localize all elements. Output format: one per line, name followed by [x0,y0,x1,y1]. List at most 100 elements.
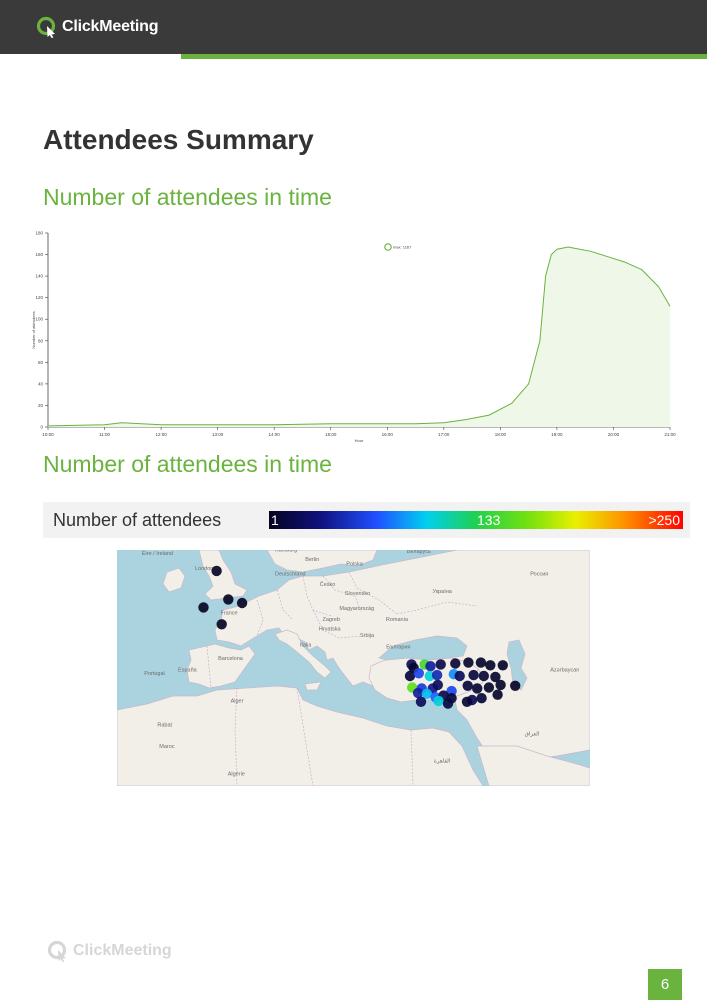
attendee-location-marker[interactable] [432,679,443,691]
attendees-legend: Number of attendees 1 133 >250 [43,502,690,538]
map-place-label: Deutschland [275,571,306,577]
map-place-label: Hamburg [275,550,298,553]
legend-label: Number of attendees [53,510,222,530]
attendee-location-marker[interactable] [415,696,427,707]
x-tick-label: 15:00 [325,432,337,437]
map-place-label: العراق [525,731,540,738]
map-place-label: Česko [320,581,336,588]
y-tick-label: 80 [38,338,44,343]
caspian-sea [506,639,528,691]
x-tick-label: 16:00 [382,432,394,437]
x-axis-label: Hour [355,438,364,443]
map-place-label: Srbija [360,633,375,639]
attendee-location-marker[interactable] [442,698,454,709]
attendee-location-marker[interactable] [485,660,496,671]
map-place-label: Algérie [228,772,245,778]
attendee-location-marker[interactable] [211,565,222,577]
footer-logo: ClickMeeting [47,940,172,962]
attendee-location-marker[interactable] [476,693,487,704]
map-place-label: Maroc [159,744,175,750]
page-title: Attendees Summary [43,124,314,155]
map-place-label: Éire / Ireland [142,550,173,557]
map-place-label: Україна [432,589,452,595]
brand-logo: ClickMeeting [36,16,158,38]
attendee-location-marker[interactable] [472,683,483,694]
legend-min: 1 [271,512,279,528]
attendee-location-marker[interactable] [413,668,424,679]
x-tick-label: 10:00 [42,432,54,437]
attendee-location-marker[interactable] [198,602,209,613]
attendee-location-marker[interactable] [492,689,503,700]
chart-series [47,246,671,427]
y-tick-label: 20 [38,403,44,408]
attendee-location-marker[interactable] [433,695,444,707]
attendee-location-marker[interactable] [475,657,487,668]
map-place-label: Zagreb [322,617,339,623]
map-place-label: España [178,668,198,674]
map-place-label: Slovensko [345,591,370,597]
attendees-time-chart: 0 20 40 60 80 100 120 140 160 180 10:00 11:00 12:00 1… [31,231,676,444]
map-place-label: Alger [231,699,244,705]
y-tick-label: 0 [40,425,43,430]
map-labels: Éire / IrelandGreat BritainLondonFranceH… [142,550,579,778]
x-tick-label: 12:00 [155,432,167,437]
attendee-location-marker[interactable] [461,696,473,707]
attendee-location-marker[interactable] [462,680,473,691]
attendee-location-marker[interactable] [490,671,501,683]
map-place-label: القاهرة [434,757,451,764]
legend-max: >250 [648,512,680,528]
map-place-label: Berlin [305,557,319,563]
x-tick-label: 20:00 [608,432,620,437]
attendee-location-marker[interactable] [236,597,248,609]
brand-name: ClickMeeting [62,18,159,35]
attendee-location-marker[interactable] [435,659,446,670]
attendee-location-marker[interactable] [468,669,479,681]
map-place-label: France [220,611,237,617]
legend-marker [384,243,392,251]
map-place-label: Hrvatska [319,627,342,633]
legend-mid: 133 [477,512,501,528]
section-title-map: Number of attendees in time [43,451,332,477]
attendee-location-marker[interactable] [431,669,443,681]
y-tick-label: 100 [35,317,43,322]
attendee-location-marker[interactable] [483,682,495,693]
y-tick-label: 120 [35,295,43,300]
clickmeeting-logo-icon [36,16,56,38]
map-place-label: Azərbaycan [550,668,579,674]
attendee-location-marker[interactable] [412,687,424,699]
attendee-location-marker[interactable] [450,658,461,669]
black-sea [378,635,468,661]
attendee-location-marker[interactable] [404,670,416,682]
attendee-location-marker[interactable] [425,661,436,672]
attendee-location-marker[interactable] [478,670,489,682]
footer-brand-name: ClickMeeting [73,942,172,959]
x-tick-label: 21:00 [664,432,676,437]
map-place-label: London [195,566,213,572]
map-place-label: Беларусь [407,550,431,555]
map-place-label: Italia [300,643,313,649]
y-tick-label: 60 [38,360,44,365]
attendee-location-marker[interactable] [223,594,234,605]
series-line [47,246,671,427]
x-tick-label: 14:00 [269,432,281,437]
top-bar: ClickMeeting [0,0,707,54]
legend-color-scale [269,511,683,529]
map-place-label: Россия [530,571,548,577]
series-area [48,247,670,427]
y-tick-label: 40 [38,381,44,386]
map-place-label: Rabat [157,723,172,729]
attendee-location-marker[interactable] [454,670,465,682]
map-place-label: Romania [386,617,409,623]
attendee-location-marker[interactable] [510,680,521,691]
attendee-location-marker[interactable] [463,657,474,668]
x-tick-label: 11:00 [99,432,110,437]
x-tick-label: 13:00 [212,432,224,437]
map-points [198,565,521,709]
attendees-map[interactable]: Éire / IrelandGreat BritainLondonFranceH… [117,550,590,786]
attendee-location-marker[interactable] [421,688,432,699]
y-tick-label: 180 [35,231,43,236]
map-place-label: Magyarország [339,606,374,612]
attendee-location-marker[interactable] [497,660,508,671]
attendee-location-marker[interactable] [216,619,227,630]
attendee-location-marker[interactable] [495,679,506,691]
